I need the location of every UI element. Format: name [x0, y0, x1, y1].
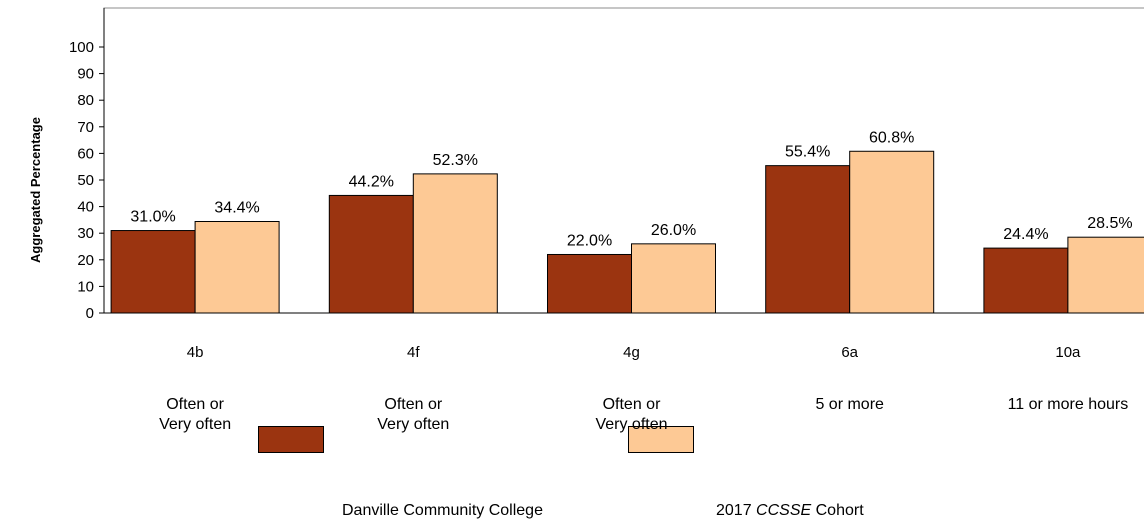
category-description-line: Often or: [384, 396, 443, 413]
data-label-series-1: 24.4%: [1003, 226, 1048, 243]
y-tick-label: 20: [77, 252, 94, 269]
y-axis-title: Aggregated Percentage: [28, 117, 43, 263]
bar-series-2: [1067, 236, 1144, 314]
bar-series-1: [983, 247, 1069, 314]
bar-series-2: [631, 243, 716, 314]
category-description-line: Often or: [602, 396, 661, 413]
data-label-series-2: 60.8%: [869, 129, 914, 146]
y-tick-label: 0: [86, 305, 94, 322]
data-label-series-1: 55.4%: [785, 144, 830, 161]
y-tick-label: 80: [77, 92, 94, 109]
x-tick-label: 10a: [1055, 344, 1081, 361]
data-label-series-2: 28.5%: [1087, 215, 1132, 232]
bar-series-2: [849, 150, 935, 314]
y-tick-label: 60: [77, 145, 94, 162]
plot-area: 0 10 20 30 40 50 60 70 80 90 100 31.0% 34.4% 4b 44.2% 5…: [69, 7, 1144, 361]
data-label-series-2: 26.0%: [651, 222, 696, 239]
bar-series-2: [194, 220, 280, 314]
legend-label-series-2-prefix: 2017: [716, 502, 757, 519]
legend-swatch-series-2: [628, 426, 694, 453]
legend-swatch-series-1: [258, 426, 324, 453]
data-label-series-2: 34.4%: [214, 199, 259, 216]
data-label-series-2: 52.3%: [433, 152, 478, 169]
data-label-series-1: 44.2%: [349, 173, 394, 190]
category-description-line: 5 or more: [815, 396, 884, 413]
y-tick-label: 40: [77, 199, 94, 216]
category-description: 5 or more: [760, 395, 940, 415]
category-description-line: Often or: [166, 396, 224, 413]
category-description: 11 or more hours: [978, 395, 1144, 415]
category-description-line: Very often: [159, 416, 232, 433]
bar-series-1: [765, 165, 851, 314]
bar-series-2: [412, 173, 498, 314]
bar-series-1: [547, 253, 632, 314]
x-tick-label: 4f: [407, 344, 420, 361]
data-label-series-1: 22.0%: [567, 232, 612, 249]
category-description-line: Very often: [377, 416, 450, 433]
bar-series-1: [328, 194, 414, 314]
category-description: Often or Very often: [105, 395, 285, 435]
legend-label-series-2-suffix: Cohort: [811, 502, 864, 519]
legend-label-series-2-italic: CCSSE: [756, 502, 812, 519]
category-description: Often or Very often: [323, 395, 503, 435]
x-tick-label: 6a: [841, 344, 858, 361]
y-tick-label: 90: [77, 66, 94, 83]
y-tick-label: 100: [69, 39, 94, 56]
legend-label-series-1: Danville Community College: [342, 502, 543, 519]
y-tick-label: 30: [77, 225, 94, 242]
x-tick-label: 4g: [623, 344, 640, 361]
data-label-series-1: 31.0%: [130, 209, 175, 226]
category-description-line: Very often: [595, 416, 668, 433]
y-tick-label: 10: [77, 278, 94, 295]
x-tick-label: 4b: [187, 344, 204, 361]
category-description: Often or Very often: [542, 395, 722, 435]
y-tick-label: 50: [77, 172, 94, 189]
legend-label-series-2: 2017 CCSSE Cohort: [716, 502, 864, 520]
category-description-line: 11 or more hours: [1007, 396, 1129, 413]
y-tick-label: 70: [77, 119, 94, 136]
bar-series-1: [110, 230, 196, 314]
